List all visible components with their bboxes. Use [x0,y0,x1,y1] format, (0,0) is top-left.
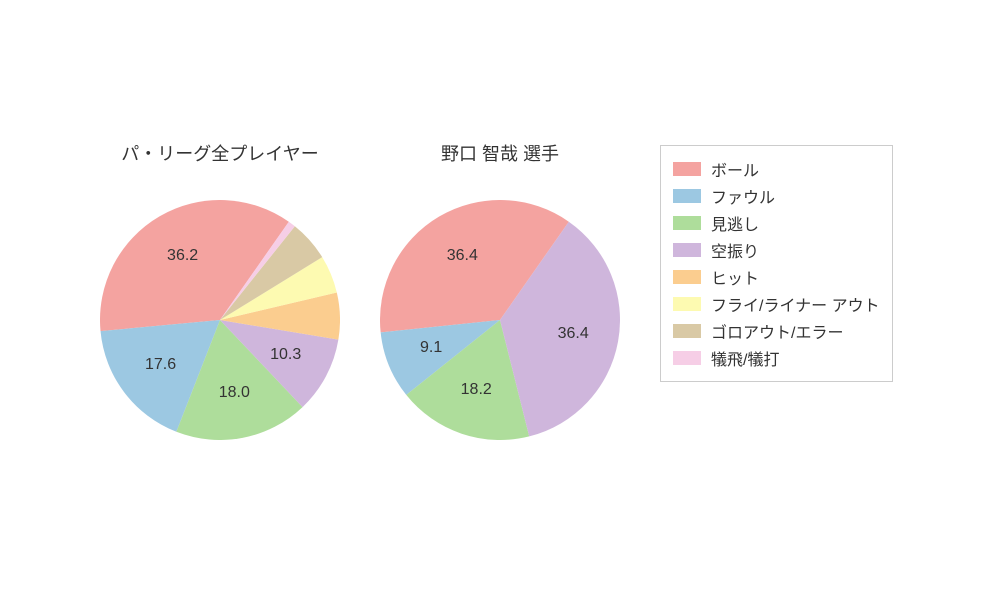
slice-label-league-swinging: 10.3 [270,346,301,364]
legend-row-sac: 犠飛/犠打 [673,346,880,370]
slice-label-player-foul: 9.1 [420,339,442,357]
pie-holder-player [380,200,620,445]
slice-label-player-looking: 18.2 [461,381,492,399]
legend-label-flyout: フライ/ライナー アウト [711,292,880,316]
pie-league [100,200,340,440]
slice-label-league-ball: 36.2 [167,247,198,265]
legend-swatch-foul [673,189,701,203]
pie-holder-league [100,200,340,445]
legend: ボールファウル見逃し空振りヒットフライ/ライナー アウトゴロアウト/エラー犠飛/… [660,145,893,382]
legend-label-swinging: 空振り [711,238,759,262]
legend-swatch-sac [673,351,701,365]
legend-label-looking: 見逃し [711,211,759,235]
legend-row-looking: 見逃し [673,211,880,235]
legend-swatch-looking [673,216,701,230]
legend-row-foul: ファウル [673,184,880,208]
legend-swatch-ball [673,162,701,176]
legend-swatch-flyout [673,297,701,311]
slice-label-league-foul: 17.6 [145,356,176,374]
legend-label-sac: 犠飛/犠打 [711,346,779,370]
legend-swatch-swinging [673,243,701,257]
chart-stage: パ・リーグ全プレイヤー 36.2 17.6 18.0 10.3 野口 智哉 選手 36.4 9… [0,0,1000,600]
legend-row-groundout: ゴロアウト/エラー [673,319,880,343]
chart-title-player: 野口 智哉 選手 [360,140,640,166]
pie-player [380,200,620,440]
legend-label-foul: ファウル [711,184,775,208]
legend-swatch-groundout [673,324,701,338]
slice-label-league-looking: 18.0 [219,384,250,402]
legend-row-swinging: 空振り [673,238,880,262]
legend-label-ball: ボール [711,157,759,181]
legend-row-hit: ヒット [673,265,880,289]
slice-label-player-swinging: 36.4 [558,325,589,343]
legend-label-hit: ヒット [711,265,759,289]
legend-swatch-hit [673,270,701,284]
legend-label-groundout: ゴロアウト/エラー [711,319,843,343]
slice-label-player-ball: 36.4 [447,247,478,265]
chart-title-league: パ・リーグ全プレイヤー [80,140,360,166]
legend-row-flyout: フライ/ライナー アウト [673,292,880,316]
legend-row-ball: ボール [673,157,880,181]
